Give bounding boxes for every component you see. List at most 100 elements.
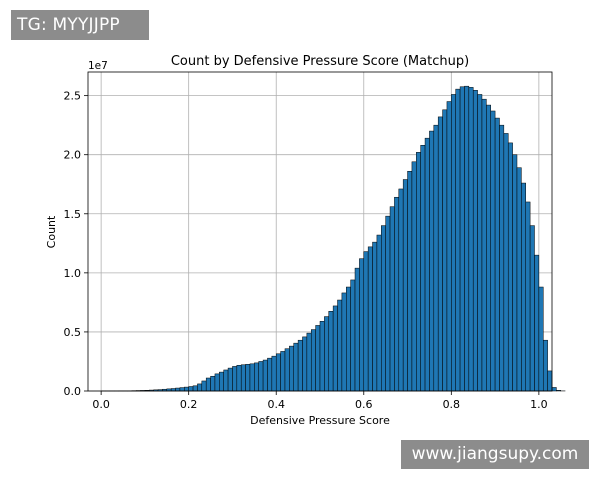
histogram-bar <box>376 234 382 392</box>
histogram-bar <box>411 161 417 392</box>
histogram-bar <box>437 116 443 392</box>
bars <box>100 85 566 392</box>
histogram-bar <box>258 361 264 392</box>
histogram-bar <box>363 251 369 392</box>
histogram-bar <box>315 325 321 392</box>
watermark-top-left: TG: MYYJJPP <box>11 10 149 40</box>
histogram-bar <box>420 145 426 392</box>
histogram-bar <box>201 380 207 392</box>
histogram-bar <box>372 241 378 392</box>
histogram-bar <box>451 94 456 392</box>
histogram-bar <box>424 137 430 392</box>
histogram-bar <box>297 339 303 392</box>
histogram-bar <box>499 124 505 392</box>
y-tick-label: 1.0 <box>64 267 82 280</box>
axis-ticks: 0.0 0.2 0.4 0.6 0.8 1.0 0.0 0.5 1.0 1.5 2.0 2.5 <box>64 90 548 411</box>
histogram-bar <box>267 357 273 392</box>
histogram-bar <box>525 201 531 392</box>
histogram-bar <box>551 387 557 392</box>
histogram-bar <box>381 225 386 392</box>
watermark-bottom-right: www.jiangsupy.com <box>401 440 589 469</box>
y-tick-label: 0.0 <box>64 385 82 398</box>
histogram-bar <box>324 316 330 392</box>
histogram-bar <box>402 179 408 392</box>
histogram-bar <box>442 109 448 392</box>
histogram-bar <box>354 267 360 392</box>
histogram-bar <box>223 369 229 392</box>
histogram-bar <box>529 225 535 392</box>
histogram-bar <box>433 124 439 392</box>
histogram-bar <box>249 363 255 392</box>
histogram-bar <box>254 362 259 392</box>
histogram-bar <box>197 383 203 392</box>
histogram-bar <box>394 196 400 392</box>
histogram-bar <box>477 94 483 392</box>
histogram-bar <box>310 329 316 392</box>
histogram-bar <box>464 85 470 392</box>
histogram-bar <box>214 373 220 392</box>
histogram-bar <box>521 182 526 392</box>
histogram-bar <box>446 101 452 392</box>
histogram-bar <box>455 88 461 392</box>
y-tick-label: 2.0 <box>64 149 82 162</box>
histogram-bar <box>407 170 413 392</box>
histogram-bar <box>359 258 365 392</box>
y-axis-label: Count <box>45 215 58 248</box>
histogram-bar <box>337 299 343 392</box>
chart-title: Count by Defensive Pressure Score (Match… <box>171 54 469 69</box>
histogram-bar <box>232 366 238 392</box>
histogram-bar <box>429 130 435 392</box>
plot-frame <box>87 71 553 392</box>
y-tick-label: 0.5 <box>64 326 82 339</box>
histogram-bar <box>192 385 198 392</box>
histogram-bar <box>516 167 522 392</box>
histogram-bar <box>398 188 404 392</box>
histogram-bar <box>468 87 474 392</box>
histogram-bar <box>205 377 211 392</box>
histogram-bar <box>275 353 281 392</box>
histogram-bar <box>289 345 294 392</box>
histogram-bar <box>534 254 540 392</box>
histogram-bar <box>341 292 347 392</box>
histogram-bar <box>179 387 185 392</box>
x-axis-label: Defensive Pressure Score <box>250 414 390 427</box>
histogram-bar <box>240 364 246 392</box>
histogram-bar <box>245 364 251 392</box>
histogram-bar <box>385 215 391 392</box>
histogram-bar <box>271 355 277 392</box>
histogram-bar <box>236 364 242 392</box>
histogram-bar <box>367 246 373 392</box>
x-tick-label: 0.0 <box>92 398 110 411</box>
y-tick-label: 1.5 <box>64 208 82 221</box>
histogram-bar <box>184 386 189 392</box>
histogram-bar <box>416 152 421 392</box>
histogram-bar <box>346 286 351 392</box>
x-tick-label: 1.0 <box>530 398 548 411</box>
histogram-bar <box>350 279 356 392</box>
histogram-bar <box>486 104 491 392</box>
histogram-bar <box>302 336 308 392</box>
histogram-bar <box>459 86 465 392</box>
histogram-bar <box>328 311 334 392</box>
histogram-bar <box>547 370 553 392</box>
histogram-bar <box>306 332 312 392</box>
x-tick-label: 0.8 <box>443 398 461 411</box>
histogram-bar <box>175 387 181 392</box>
y-axis-offset-label: 1e7 <box>88 60 108 72</box>
x-tick-label: 0.6 <box>355 398 373 411</box>
histogram-bar <box>472 90 478 392</box>
histogram-bar <box>284 348 290 392</box>
histogram-bar <box>494 117 500 392</box>
histogram-bar <box>262 359 268 392</box>
histogram-bar <box>507 142 513 392</box>
histogram-bar <box>319 321 325 392</box>
x-tick-label: 0.4 <box>267 398 285 411</box>
histogram-bar <box>512 154 518 392</box>
histogram-bar <box>538 286 544 392</box>
histogram-bar <box>389 206 395 392</box>
x-tick-label: 0.2 <box>180 398 198 411</box>
histogram-bar <box>227 367 233 392</box>
histogram-bar <box>219 371 224 392</box>
histogram-bar <box>481 98 487 392</box>
